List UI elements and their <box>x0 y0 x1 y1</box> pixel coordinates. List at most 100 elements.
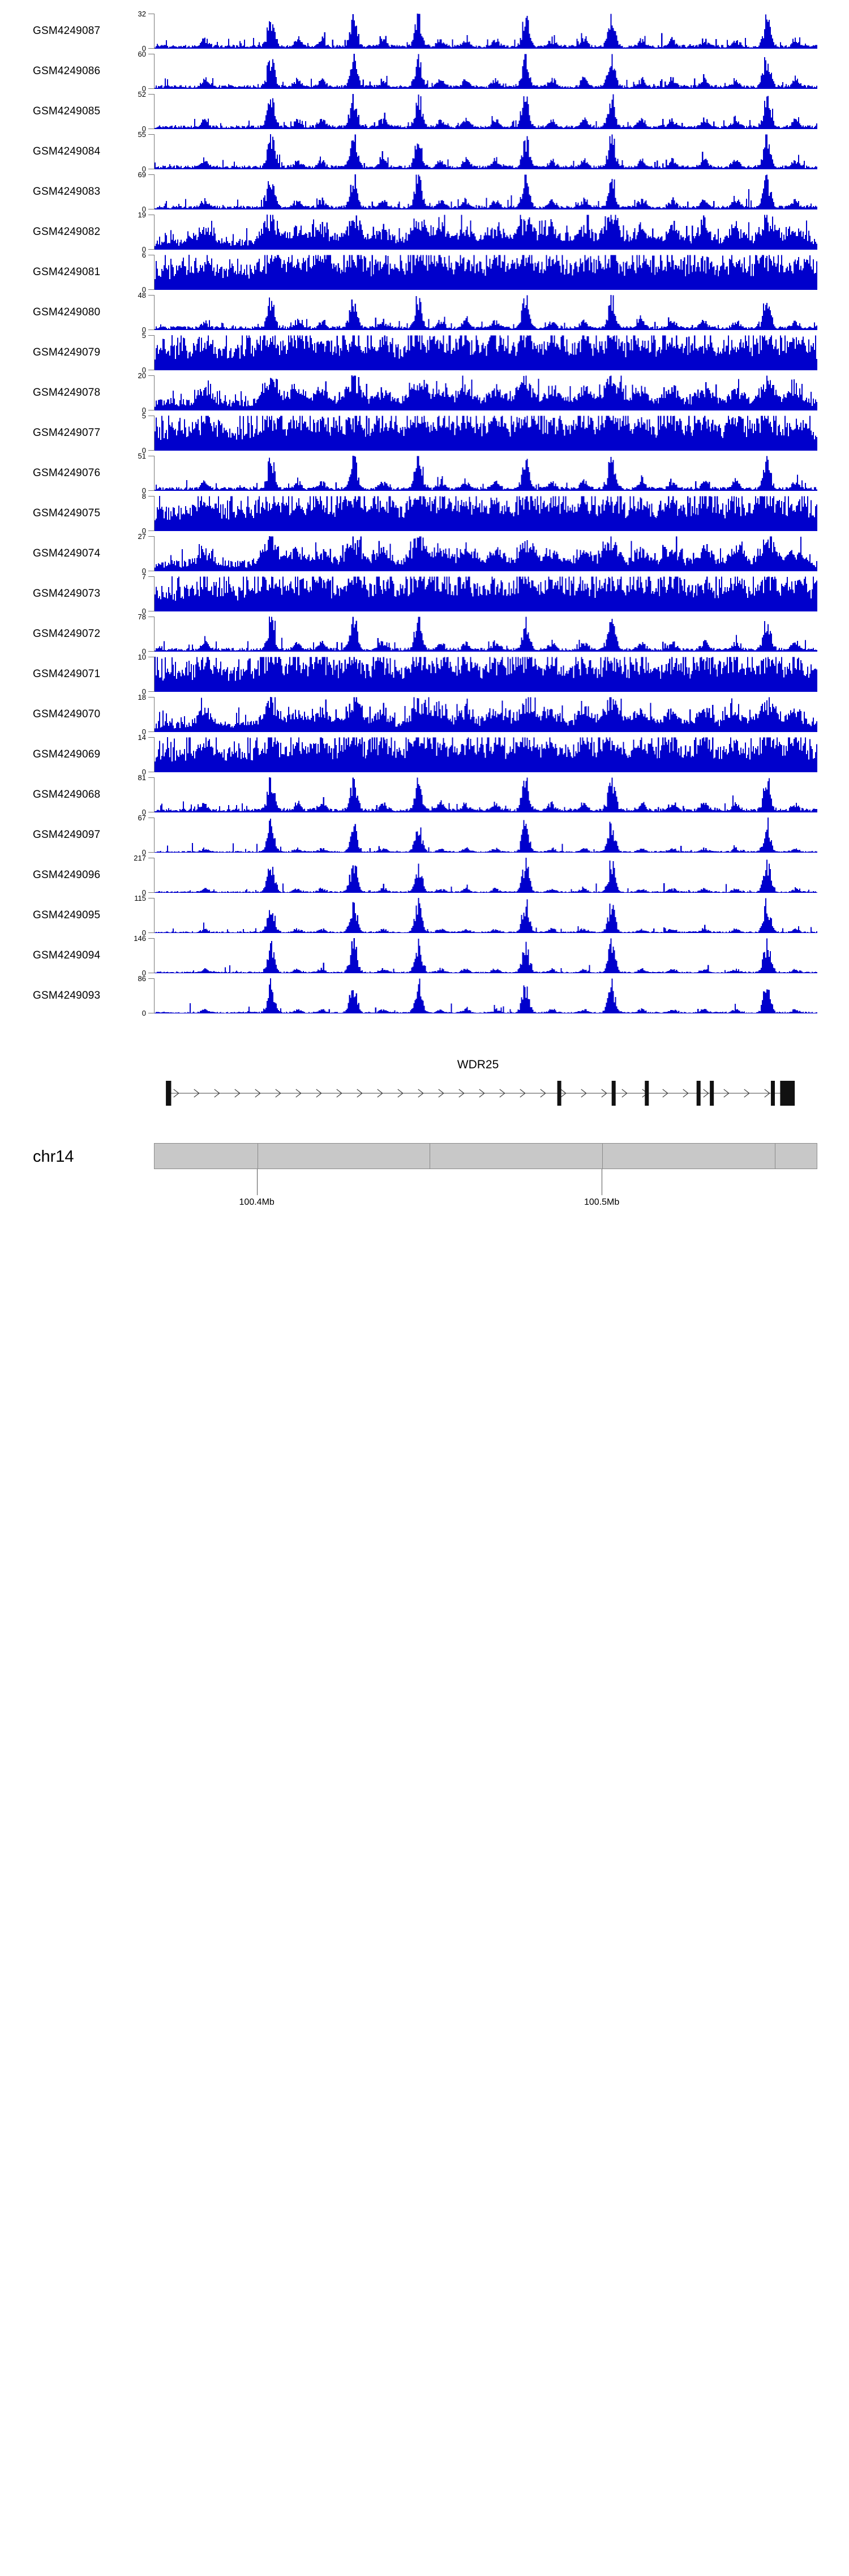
y-axis-max-label: 18 <box>138 693 146 701</box>
y-axis-line <box>154 657 155 692</box>
coverage-track[interactable]: GSM4249079 5 0 <box>0 332 849 374</box>
track-plot-area[interactable]: 81 0 <box>138 774 817 816</box>
coverage-track[interactable]: GSM4249080 48 0 <box>0 292 849 333</box>
track-plot-area[interactable]: 14 0 <box>138 734 817 776</box>
track-plot-area[interactable]: 20 0 <box>138 372 817 414</box>
track-label: GSM4249073 <box>33 588 101 600</box>
y-axis-min-label: 0 <box>142 808 146 816</box>
y-axis-max-label: 7 <box>142 572 146 581</box>
coverage-histogram <box>155 134 817 169</box>
coverage-track[interactable]: GSM4249071 10 0 <box>0 653 849 695</box>
coverage-track[interactable]: GSM4249077 5 0 <box>0 412 849 454</box>
coverage-track[interactable]: GSM4249096 217 0 <box>0 854 849 896</box>
coverage-track[interactable]: GSM4249083 69 0 <box>0 171 849 213</box>
gene-model-glyph[interactable] <box>154 1077 817 1109</box>
coverage-track[interactable]: GSM4249073 7 0 <box>0 573 849 615</box>
coverage-track[interactable]: GSM4249087 32 0 <box>0 10 849 52</box>
track-label: GSM4249069 <box>33 748 101 760</box>
y-axis-max-label: 52 <box>138 90 146 99</box>
coverage-track[interactable]: GSM4249074 27 0 <box>0 533 849 575</box>
coverage-track[interactable]: GSM4249076 51 0 <box>0 452 849 494</box>
gene-label: WDR25 <box>457 1058 499 1071</box>
y-axis-min-label: 0 <box>142 406 146 414</box>
y-axis-tick-max <box>148 938 155 939</box>
track-plot-area[interactable]: 52 0 <box>138 91 817 132</box>
coverage-track[interactable]: GSM4249070 18 0 <box>0 694 849 735</box>
coverage-histogram <box>155 536 817 571</box>
coverage-track[interactable]: GSM4249086 60 0 <box>0 50 849 92</box>
track-plot-area[interactable]: 60 0 <box>138 50 817 92</box>
y-axis-tick-max <box>148 375 155 376</box>
coverage-track[interactable]: GSM4249081 6 0 <box>0 251 849 293</box>
coverage-track[interactable]: GSM4249084 55 0 <box>0 131 849 173</box>
ruler-tick-line <box>256 1169 258 1195</box>
y-axis-tick-max <box>148 737 155 738</box>
track-plot-area[interactable]: 55 0 <box>138 131 817 173</box>
y-axis-min-label: 0 <box>142 205 146 213</box>
y-axis-max-label: 81 <box>138 773 146 782</box>
coverage-histogram <box>155 697 817 732</box>
y-axis-max-label: 19 <box>138 211 146 219</box>
track-plot-area[interactable]: 67 0 <box>138 814 817 856</box>
y-axis-tick-max <box>148 576 155 577</box>
y-axis-max-label: 51 <box>138 452 146 460</box>
track-plot-area[interactable]: 32 0 <box>138 10 817 52</box>
track-plot-area[interactable]: 51 0 <box>138 452 817 494</box>
track-plot-area[interactable]: 146 0 <box>134 935 817 977</box>
track-plot-area[interactable]: 78 0 <box>138 613 817 655</box>
coverage-track[interactable]: GSM4249072 78 0 <box>0 613 849 655</box>
coverage-track[interactable]: GSM4249075 8 0 <box>0 493 849 534</box>
track-plot-area[interactable]: 19 0 <box>138 211 817 253</box>
track-label: GSM4249094 <box>33 949 101 961</box>
coverage-histogram <box>155 375 817 410</box>
coverage-track[interactable]: GSM4249078 20 0 <box>0 372 849 414</box>
y-axis-line <box>154 335 155 370</box>
coverage-histogram <box>155 255 817 290</box>
coverage-track[interactable]: GSM4249069 14 0 <box>0 734 849 776</box>
y-axis-max-label: 67 <box>138 814 146 822</box>
y-axis-line <box>154 777 155 812</box>
track-plot-area[interactable]: 217 0 <box>134 854 817 896</box>
coverage-histogram <box>155 54 817 89</box>
track-plot-area[interactable]: 10 0 <box>138 653 817 695</box>
coverage-track[interactable]: GSM4249095 115 0 <box>0 895 849 936</box>
y-axis-line <box>154 496 155 531</box>
y-axis-tick-zero <box>148 731 155 732</box>
track-plot-area[interactable]: 69 0 <box>138 171 817 213</box>
y-axis-min-label: 0 <box>142 165 146 173</box>
coverage-track[interactable]: GSM4249085 52 0 <box>0 91 849 132</box>
chromosome-bar[interactable] <box>154 1143 817 1169</box>
y-axis-max-label: 78 <box>138 613 146 621</box>
coverage-track[interactable]: GSM4249068 81 0 <box>0 774 849 816</box>
track-label: GSM4249074 <box>33 547 101 559</box>
track-label: GSM4249095 <box>33 909 101 921</box>
track-plot-area[interactable]: 86 0 <box>138 975 817 1017</box>
y-axis-min-label: 0 <box>142 1009 146 1017</box>
coverage-histogram <box>155 617 817 652</box>
y-axis-max-label: 32 <box>138 10 146 18</box>
track-plot-area[interactable]: 27 0 <box>138 533 817 575</box>
y-axis-tick-max <box>148 496 155 497</box>
y-axis-line <box>154 978 155 1013</box>
coverage-track[interactable]: GSM4249097 67 0 <box>0 814 849 856</box>
track-plot-area[interactable]: 18 0 <box>138 694 817 735</box>
coverage-track[interactable]: GSM4249082 19 0 <box>0 211 849 253</box>
track-label: GSM4249086 <box>33 65 101 77</box>
track-label: GSM4249072 <box>33 628 101 640</box>
track-plot-area[interactable]: 48 0 <box>138 292 817 333</box>
coverage-track[interactable]: GSM4249094 146 0 <box>0 935 849 977</box>
y-axis-line <box>154 938 155 973</box>
y-axis-tick-zero <box>148 88 155 89</box>
coverage-histogram <box>155 174 817 209</box>
track-label: GSM4249083 <box>33 186 101 198</box>
y-axis-max-label: 115 <box>134 894 146 902</box>
coverage-track[interactable]: GSM4249093 86 0 <box>0 975 849 1017</box>
gene-annotation-track[interactable]: WDR25 <box>0 1058 849 1120</box>
track-plot-area[interactable]: 115 0 <box>134 895 817 936</box>
